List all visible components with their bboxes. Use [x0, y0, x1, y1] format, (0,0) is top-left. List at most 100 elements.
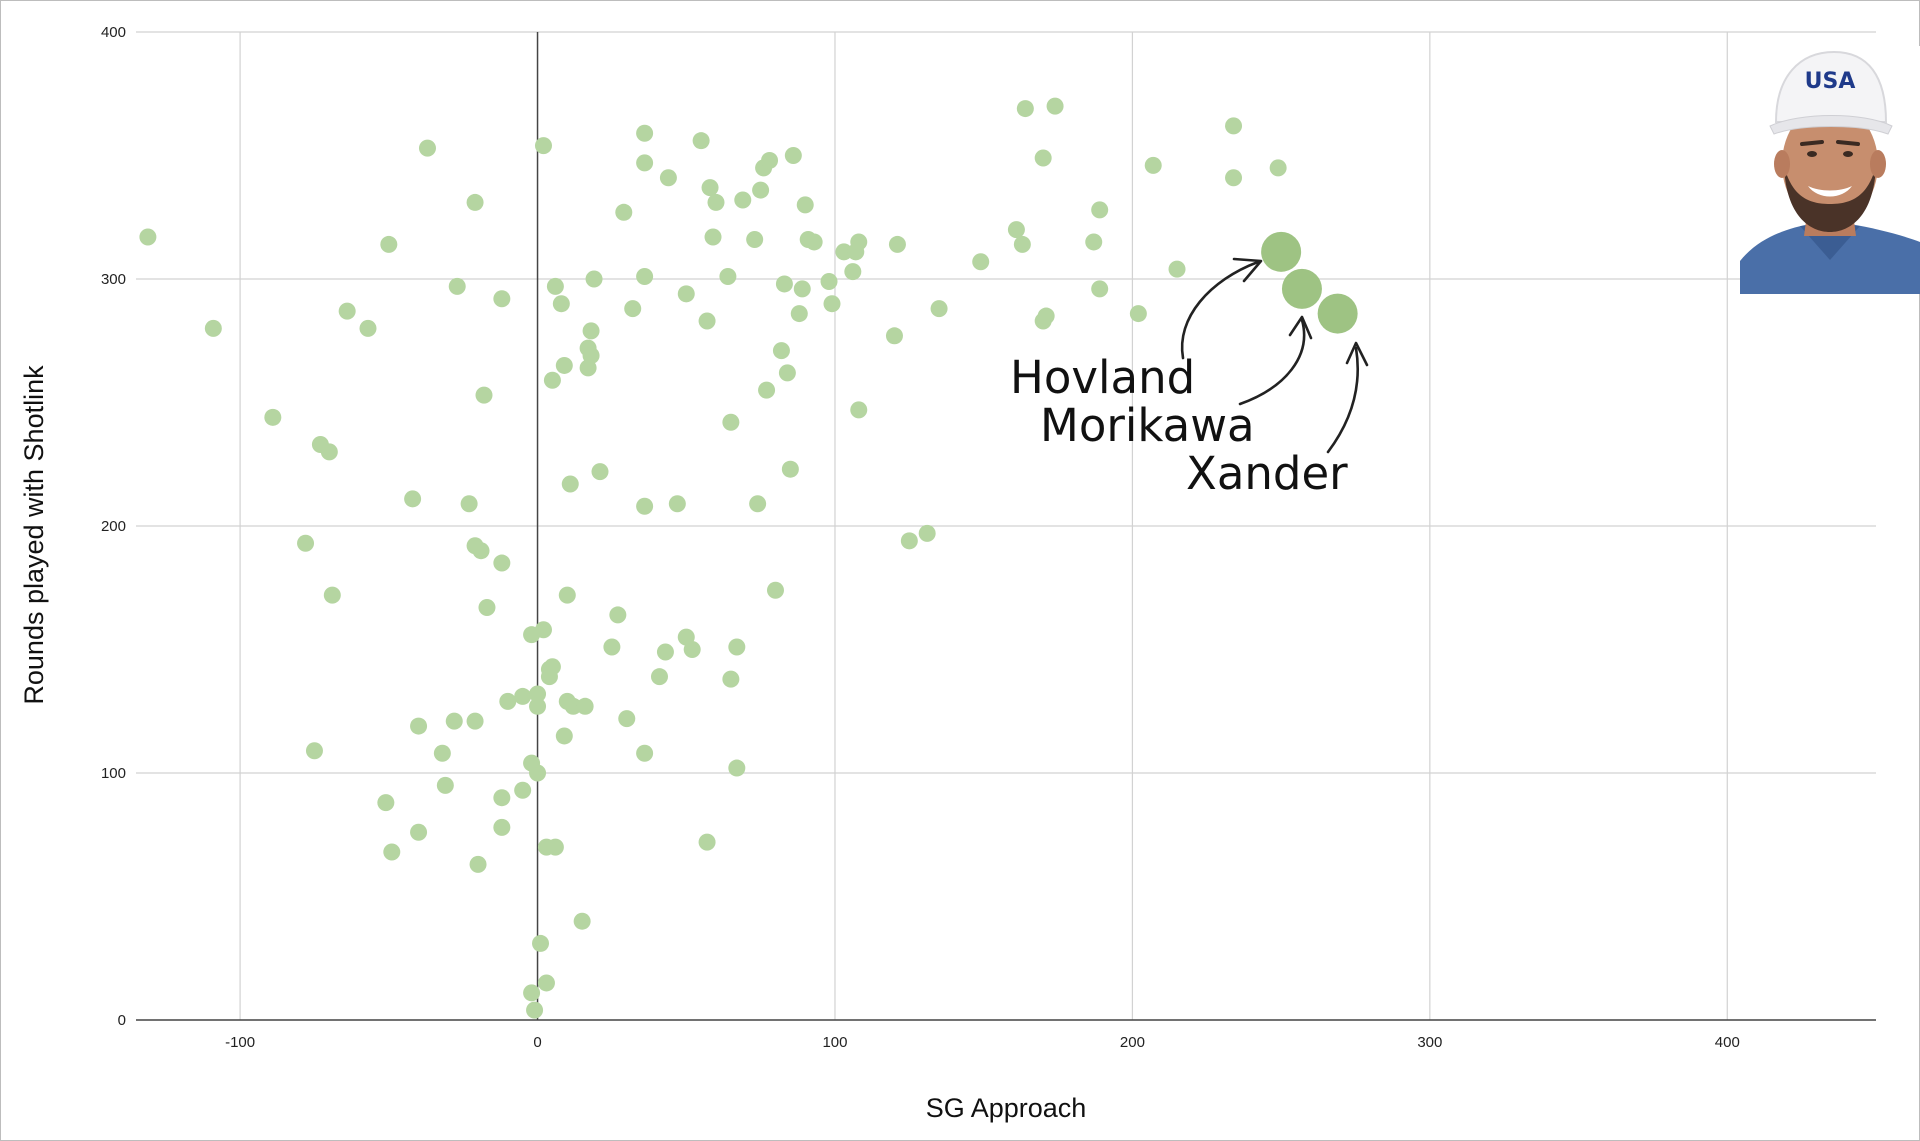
data-point [659, 169, 677, 187]
arrow-hovland [1180, 260, 1260, 360]
y-tick-label: 0 [118, 1012, 126, 1029]
data-point [707, 193, 725, 211]
data-point [1085, 233, 1103, 251]
data-point [1037, 307, 1055, 325]
cap-usa-text: USA [1805, 69, 1856, 94]
x-tick-label: 200 [1120, 1034, 1145, 1051]
data-point [466, 193, 484, 211]
arrowhead-morikawa [1288, 315, 1313, 340]
data-point [582, 347, 600, 365]
data-point [1034, 149, 1052, 167]
data-point [380, 235, 398, 253]
data-point [264, 408, 282, 426]
data-point [475, 386, 493, 404]
data-point [850, 401, 868, 419]
y-tick-labels: 0 100 200 300 400 [101, 24, 126, 1029]
data-point [761, 151, 779, 169]
data-point [668, 495, 686, 513]
data-point [796, 196, 814, 214]
x-tick-label: 300 [1417, 1034, 1442, 1051]
data-point [410, 823, 428, 841]
data-point [436, 776, 454, 794]
y-tick-label: 400 [101, 24, 126, 41]
data-point [555, 727, 573, 745]
data-point [529, 764, 547, 782]
data-point [523, 984, 541, 1002]
data-point [772, 342, 790, 360]
data-point [591, 463, 609, 481]
data-point [749, 495, 767, 513]
data-point [844, 263, 862, 281]
data-point [603, 638, 621, 656]
data-point [1013, 235, 1031, 253]
data-point [469, 855, 487, 873]
data-point [781, 460, 799, 478]
data-point [534, 621, 552, 639]
data-point [552, 295, 570, 313]
data-point [514, 781, 532, 799]
data-point [1168, 260, 1186, 278]
data-point [746, 230, 764, 248]
data-point [790, 305, 808, 323]
highlight-point-hovland [1261, 231, 1302, 272]
highlight-point-xander [1317, 293, 1358, 334]
annotations: Hovland Morikawa Xander [1010, 257, 1369, 500]
label-hovland: Hovland [1010, 351, 1195, 404]
data-point [609, 606, 627, 624]
data-point [1225, 117, 1243, 135]
data-point [493, 818, 511, 836]
data-point [850, 233, 868, 251]
data-point [543, 371, 561, 389]
data-point [445, 712, 463, 730]
arrow-xander [1326, 346, 1359, 454]
data-point [573, 912, 591, 930]
data-point [888, 235, 906, 253]
data-point [805, 233, 823, 251]
data-point [1016, 100, 1034, 118]
y-axis-title: Rounds played with Shotlink [19, 365, 49, 705]
data-point [493, 290, 511, 308]
data-point [418, 139, 436, 157]
x-tick-label: -100 [225, 1034, 255, 1051]
data-point [734, 191, 752, 209]
data-point [1091, 201, 1109, 219]
data-point [624, 300, 642, 318]
data-point [139, 228, 157, 246]
data-point [529, 697, 547, 715]
data-point [778, 364, 796, 382]
data-point [448, 277, 466, 295]
data-point [1007, 221, 1025, 239]
data-point [972, 253, 990, 271]
data-point [493, 554, 511, 572]
data-point [410, 717, 428, 735]
data-point [537, 974, 555, 992]
data-point [532, 934, 550, 952]
data-point [478, 599, 496, 617]
x-tick-label: 0 [533, 1034, 541, 1051]
data-point [585, 270, 603, 288]
data-point [1129, 305, 1147, 323]
data-point [656, 643, 674, 661]
data-point [323, 586, 341, 604]
data-point [543, 658, 561, 676]
data-point [493, 789, 511, 807]
x-tick-labels: -100 0 100 200 300 400 [225, 1034, 1740, 1051]
data-point [320, 443, 338, 461]
label-xander: Xander [1186, 447, 1348, 500]
data-point [636, 124, 654, 142]
data-point [526, 1001, 544, 1019]
grid-lines [136, 31, 1876, 1020]
data-point [404, 490, 422, 508]
data-point [766, 581, 784, 599]
data-point [728, 759, 746, 777]
data-point [752, 181, 770, 199]
data-point [692, 132, 710, 150]
data-point [466, 712, 484, 730]
data-point [820, 272, 838, 290]
highlight-point-morikawa [1281, 268, 1322, 309]
data-point [918, 524, 936, 542]
y-tick-label: 200 [101, 518, 126, 535]
data-point [618, 710, 636, 728]
portrait-drawing: USA [1740, 46, 1920, 294]
